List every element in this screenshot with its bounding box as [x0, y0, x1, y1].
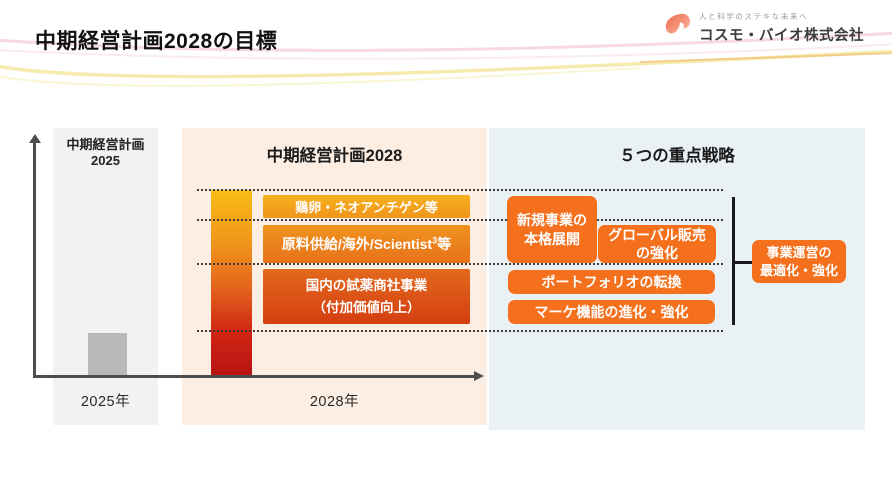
- bar-2028-gradient: [211, 190, 252, 375]
- plan2025-title-line2: 2025: [91, 153, 120, 169]
- outcome-label-line1: 事業運営の: [766, 244, 832, 260]
- outcome-box-operations: 事業運営の 最適化・強化: [752, 240, 846, 283]
- strategy-label-line1: グローバル販売: [608, 226, 706, 243]
- strategies-title: ５つの重点戦略: [619, 147, 735, 165]
- plan2025-title-line1: 中期経営計画: [66, 137, 145, 152]
- segment-box-raw-materials-overseas: 原料供給/海外/Scientist3等: [263, 225, 470, 263]
- plan2028-title: 中期経営計画2028: [266, 147, 403, 165]
- segment-box-eggs-neoantigen: 鶏卵・ネオアンチゲン等: [263, 195, 470, 218]
- dotted-line-4: [197, 330, 723, 332]
- year-label-2028: 2028年: [309, 394, 360, 410]
- logo-tagline: 人と科学のステキな未来へ: [699, 12, 809, 21]
- y-axis: [33, 142, 36, 376]
- strategy-box-new-business: 新規事業の 本格展開: [507, 196, 597, 263]
- x-axis: [33, 375, 476, 378]
- outcome-label-line2: 最適化・強化: [759, 262, 838, 278]
- bracket-vertical-line: [732, 197, 735, 325]
- strategy-label: マーケ機能の進化・強化: [534, 303, 689, 320]
- dotted-line-2: [197, 219, 723, 221]
- segment-label-line2: （付加価値向上）: [312, 299, 421, 315]
- segment-label-line1: 国内の試薬商社事業: [305, 277, 428, 293]
- decorative-ribbons: [0, 31, 892, 87]
- strategy-label-line2: 本格展開: [524, 230, 580, 247]
- logo-company-name: コスモ・バイオ株式会社: [699, 28, 864, 44]
- segment-box-domestic-reagent: 国内の試薬商社事業 （付加価値向上）: [263, 269, 470, 324]
- panel-plan2025: [53, 128, 158, 425]
- strategy-label: ポートフォリオの転換: [541, 273, 682, 290]
- x-axis-arrowhead: [474, 371, 484, 381]
- segment-label: 鶏卵・ネオアンチゲン等: [295, 200, 438, 215]
- logo-comma-icon: [665, 13, 691, 34]
- strategy-label-line2: の強化: [636, 245, 678, 261]
- bar-2025: [88, 333, 127, 375]
- plan2025-title: 中期経営計画 2025: [53, 137, 158, 170]
- strategy-box-portfolio: ポートフォリオの転換: [508, 270, 715, 294]
- strategy-box-marketing: マーケ機能の進化・強化: [508, 300, 715, 324]
- bracket-connector-line: [734, 261, 753, 264]
- dotted-line-3: [197, 263, 723, 265]
- page-title: 中期経営計画2028の目標: [35, 30, 278, 53]
- strategy-label-line1: 新規事業の: [517, 212, 587, 229]
- year-label-2025: 2025年: [80, 394, 131, 410]
- dotted-line-1: [197, 189, 723, 191]
- strategy-box-global-sales: グローバル販売 の強化: [598, 225, 716, 263]
- logo-text: 人と科学のステキな未来へ コスモ・バイオ株式会社: [699, 11, 864, 45]
- company-logo: 人と科学のステキな未来へ コスモ・バイオ株式会社: [665, 11, 864, 45]
- y-axis-arrowhead: [28, 134, 41, 143]
- segment-label: 原料供給/海外/Scientist3等: [281, 235, 452, 252]
